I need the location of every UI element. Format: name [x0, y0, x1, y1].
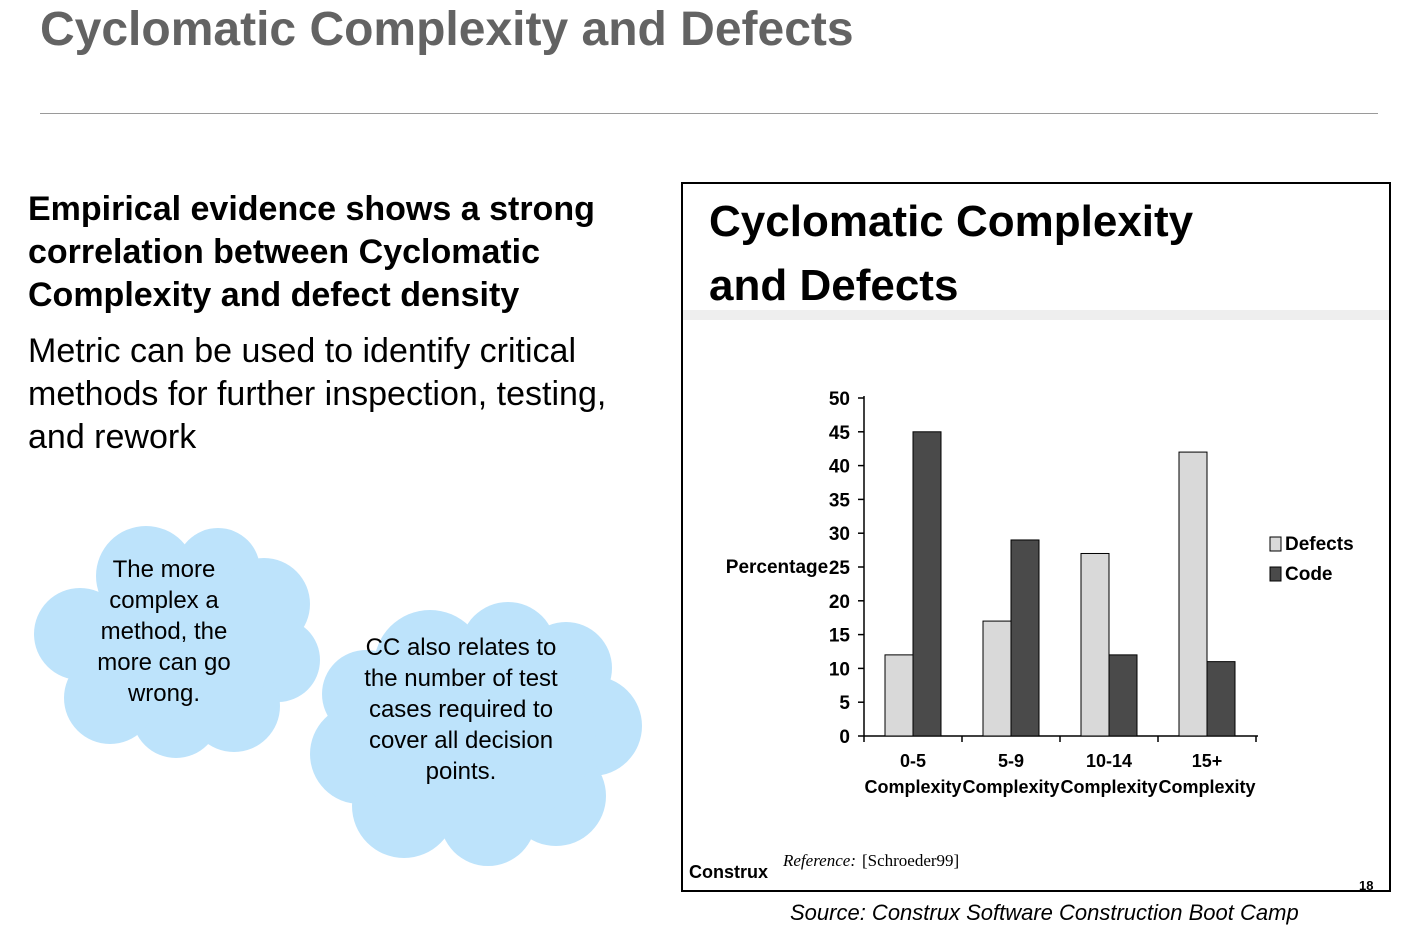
legend-swatch-code: [1269, 566, 1282, 582]
x-tick-label: 10-14: [1086, 751, 1132, 771]
legend-swatch-defects: [1269, 536, 1282, 552]
y-tick-label: 35: [829, 490, 851, 511]
y-tick-label: 0: [839, 727, 850, 748]
chart-page-number: 18: [1359, 878, 1373, 890]
x-tick-label: Complexity: [1158, 777, 1255, 797]
y-tick-label: 30: [829, 524, 850, 545]
slide-title: Cyclomatic Complexity and Defects: [40, 3, 854, 56]
y-tick-label: 50: [829, 389, 850, 410]
bar-defects-2: [1080, 552, 1110, 737]
y-tick-label: 40: [829, 457, 850, 478]
bar-defects-0: [884, 654, 914, 737]
legend-label-defects: Defects: [1285, 534, 1354, 555]
construx-logo: Construx: [689, 862, 768, 882]
x-tick-label: 15+: [1192, 751, 1223, 771]
chart-figure: Cyclomatic Complexity and Defects 0 5 10 15…: [681, 182, 1391, 893]
x-tick-label: 0-5: [900, 751, 926, 771]
chart-svg: Cyclomatic Complexity and Defects 0 5 10 15…: [683, 197, 1389, 893]
title-divider: [40, 113, 1378, 114]
y-axis-label: Percentage: [726, 557, 828, 578]
bar-code-1: [1010, 539, 1040, 737]
legend-label-code: Code: [1285, 564, 1333, 585]
chart-title-line-2: and Defects: [709, 261, 958, 310]
x-tick-label: Complexity: [864, 777, 961, 797]
bar-defects-3: [1178, 451, 1208, 737]
cloud-shape-icon: [310, 602, 642, 866]
cloud-callout-1-text: The more complex a method, the more can …: [97, 556, 231, 707]
reference-text: [Schroeder99]: [862, 851, 959, 870]
y-tick-label: 10: [829, 659, 850, 680]
bullet-strong: Empirical evidence shows a strong correl…: [28, 190, 595, 314]
bar-code-3: [1206, 661, 1236, 737]
reference-label: Reference:: [782, 851, 856, 870]
cloud-shape-icon: [34, 526, 320, 758]
cloud-callout-1: The more complex a method, the more can …: [28, 518, 320, 758]
x-tick-label: 5-9: [998, 751, 1024, 771]
chart-header-band: [683, 310, 1389, 320]
chart-reference: Reference: [Schroeder99]: [782, 851, 959, 870]
figure-source: Source: Construx Software Construction B…: [790, 900, 1299, 925]
bar-defects-1: [982, 620, 1012, 737]
y-tick-label: 20: [829, 592, 850, 613]
chart-title-line-1: Cyclomatic Complexity: [709, 197, 1194, 246]
bar-code-0: [912, 431, 942, 737]
x-tick-label: Complexity: [1060, 777, 1157, 797]
y-tick-label: 5: [839, 693, 850, 714]
y-tick-label: 45: [829, 423, 851, 444]
bar-code-2: [1108, 654, 1138, 737]
y-tick-label: 25: [829, 558, 851, 579]
cloud-callout-2-text: CC also relates to the number of test ca…: [364, 634, 558, 785]
y-tick-label: 15: [829, 626, 851, 647]
cloud-callout-2: CC also relates to the number of test ca…: [300, 600, 645, 868]
bullet-normal: Metric can be used to identify critical …: [28, 332, 607, 456]
x-tick-label: Complexity: [962, 777, 1059, 797]
